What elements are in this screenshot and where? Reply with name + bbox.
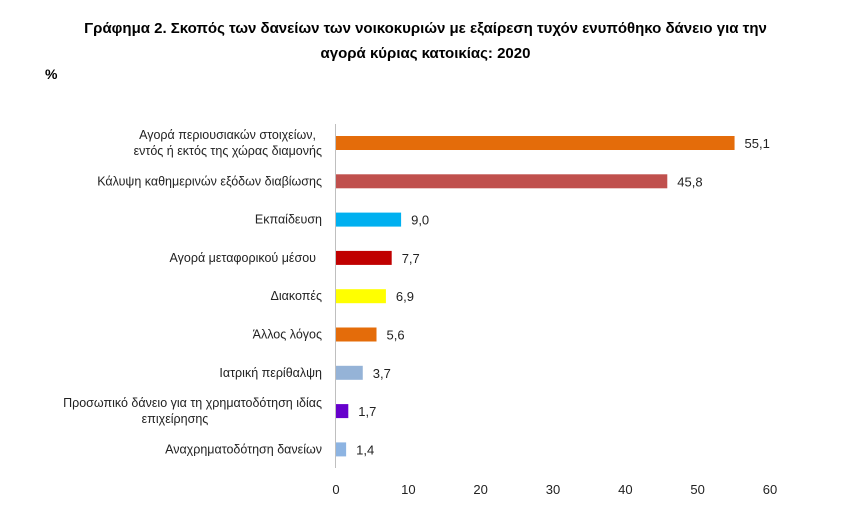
category-label: Αναχρηματοδότηση δανείων	[165, 442, 322, 456]
category-label: Άλλος λόγος	[253, 328, 322, 342]
data-label: 3,7	[373, 366, 391, 381]
bar	[336, 404, 349, 419]
x-tick-label: 60	[763, 482, 777, 497]
chart-title-line-2: αγορά κύριας κατοικίας: 2020	[320, 45, 531, 62]
bar	[336, 174, 668, 189]
data-label: 1,7	[358, 404, 376, 419]
bar	[336, 442, 347, 457]
x-tick-label: 20	[473, 482, 487, 497]
bar	[336, 327, 377, 342]
x-tick-label: 30	[546, 482, 560, 497]
unit-label: %	[45, 66, 58, 82]
bar	[336, 212, 402, 227]
bar	[336, 365, 363, 380]
data-label: 7,7	[402, 251, 420, 266]
data-label: 45,8	[677, 174, 702, 189]
category-label: Εκπαίδευση	[255, 213, 322, 227]
category-label: Αγορά περιουσιακών στοιχείων,	[139, 128, 316, 142]
data-label: 55,1	[745, 136, 770, 151]
category-label: Κάλυψη καθημερινών εξόδων διαβίωσης	[97, 174, 322, 188]
data-label: 6,9	[396, 289, 414, 304]
chart-title-line-1: Γράφημα 2. Σκοπός των δανείων των νοικοκ…	[84, 20, 767, 37]
x-tick-label: 10	[401, 482, 415, 497]
bar	[336, 250, 392, 265]
bar	[336, 289, 386, 304]
category-label: Ιατρική περίθαλψη	[219, 366, 322, 380]
data-label: 9,0	[411, 213, 429, 228]
category-label: Διακοπές	[271, 289, 322, 303]
category-label: Αγορά μεταφορικού μέσου	[170, 251, 317, 265]
bar	[336, 136, 735, 150]
category-label: επιχείρησης	[142, 412, 209, 426]
data-label: 5,6	[387, 328, 405, 343]
x-tick-label: 40	[618, 482, 632, 497]
x-tick-label: 0	[332, 482, 339, 497]
data-label: 1,4	[356, 442, 374, 457]
category-label: εντός ή εκτός της χώρας διαμονής	[134, 144, 322, 158]
x-tick-label: 50	[690, 482, 704, 497]
category-label: Προσωπικό δάνειο για τη χρηματοδότηση ιδ…	[63, 396, 322, 410]
